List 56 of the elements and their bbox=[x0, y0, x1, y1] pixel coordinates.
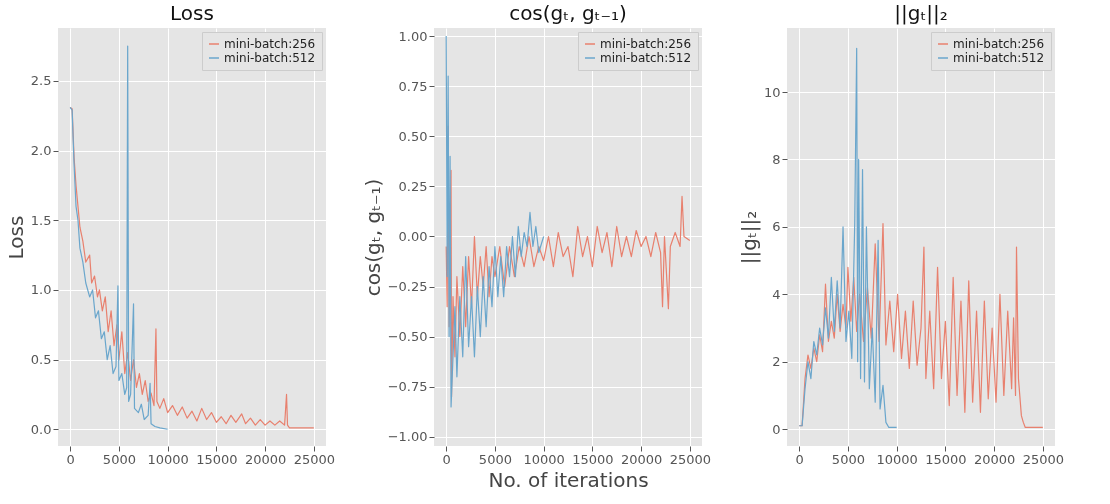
y-tick-label: 1.0 bbox=[30, 282, 52, 298]
y-tick-label: 10 bbox=[763, 84, 781, 100]
y-axis-title: Loss bbox=[3, 215, 28, 260]
x-tick-label: 20000 bbox=[620, 451, 663, 467]
y-tick-label: 1.00 bbox=[398, 28, 428, 44]
y-tick-label: 0.25 bbox=[398, 178, 428, 194]
legend-label: mini-batch:512 bbox=[600, 51, 692, 65]
y-tick-label: 0.5 bbox=[30, 352, 52, 368]
line-series bbox=[69, 106, 315, 429]
x-tick-label: 5000 bbox=[102, 451, 136, 467]
legend-label: mini-batch:512 bbox=[224, 51, 316, 65]
x-tick-label: 25000 bbox=[669, 451, 711, 467]
y-axis-title: ||gₜ||₂ bbox=[736, 210, 761, 265]
x-tick-label: 10000 bbox=[147, 451, 189, 467]
y-tick-label: 6 bbox=[772, 219, 781, 235]
x-tick-label: 0 bbox=[66, 451, 75, 467]
x-tick-label: 0 bbox=[795, 451, 804, 467]
y-axis-title: cos(gₜ, gₜ₋₁) bbox=[360, 178, 385, 297]
line-series bbox=[445, 35, 545, 408]
y-tick-label: 4 bbox=[772, 286, 781, 302]
x-tick-label: 20000 bbox=[973, 451, 1016, 467]
x-tick-label: 15000 bbox=[196, 451, 238, 467]
y-tick-label: 2.0 bbox=[30, 143, 52, 159]
y-tick-label: −0.50 bbox=[387, 329, 428, 345]
legend-label: mini-batch:256 bbox=[224, 37, 316, 51]
x-tick-label: 10000 bbox=[876, 451, 918, 467]
y-tick-label: 0 bbox=[772, 421, 781, 437]
x-axis-title: No. of iterations bbox=[488, 467, 649, 492]
x-tick-label: 5000 bbox=[478, 451, 512, 467]
y-tick-label: 0.75 bbox=[398, 78, 428, 94]
y-tick-label: 1.5 bbox=[30, 212, 52, 228]
y-tick-label: 0.50 bbox=[398, 128, 428, 144]
y-tick-label: 2 bbox=[772, 354, 781, 370]
y-tick-label: 0.00 bbox=[398, 229, 428, 244]
x-tick-label: 25000 bbox=[293, 451, 335, 467]
chart-title: Loss bbox=[170, 1, 214, 25]
y-tick-label: 0.0 bbox=[30, 421, 52, 437]
line-series bbox=[69, 45, 169, 430]
legend-label: mini-batch:256 bbox=[600, 37, 692, 51]
x-tick-label: 25000 bbox=[1022, 451, 1064, 467]
chart-title: cos(gₜ, gₜ₋₁) bbox=[509, 1, 627, 25]
x-tick-label: 10000 bbox=[523, 451, 565, 467]
y-tick-label: 8 bbox=[772, 151, 781, 167]
legend-label: mini-batch:256 bbox=[953, 37, 1045, 51]
x-tick-label: 15000 bbox=[925, 451, 967, 467]
x-tick-label: 15000 bbox=[572, 451, 614, 467]
chart-title: ||gₜ||₂ bbox=[894, 1, 948, 25]
x-tick-label: 20000 bbox=[244, 451, 287, 467]
x-tick-label: 0 bbox=[442, 451, 451, 467]
y-tick-label: −0.75 bbox=[387, 379, 428, 395]
x-tick-label: 5000 bbox=[831, 451, 865, 467]
line-series bbox=[798, 47, 898, 429]
y-tick-label: −1.00 bbox=[387, 429, 428, 445]
y-tick-label: −0.25 bbox=[387, 279, 428, 295]
y-tick-label: 2.5 bbox=[30, 73, 52, 89]
legend-label: mini-batch:512 bbox=[953, 51, 1045, 65]
